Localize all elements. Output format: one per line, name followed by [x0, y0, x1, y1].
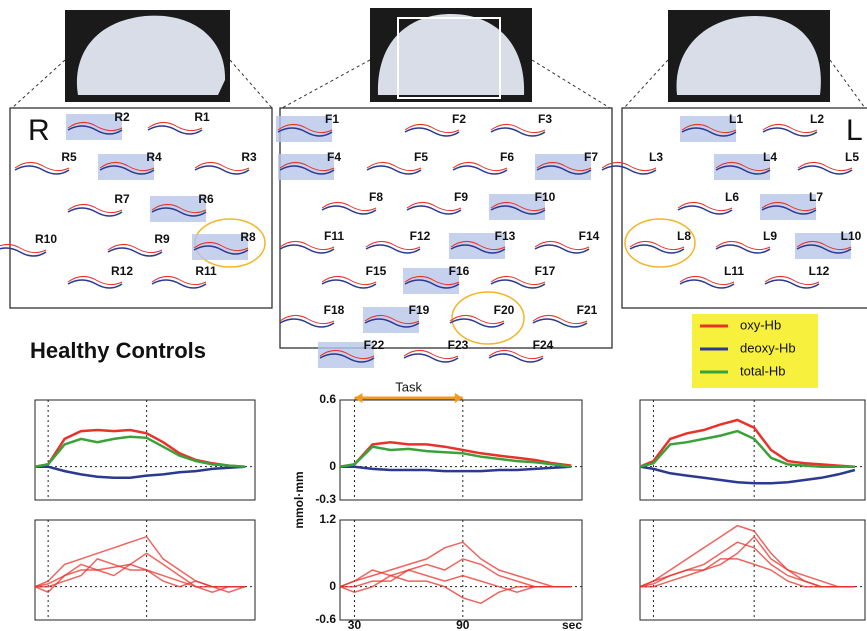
channel-label: R6: [198, 192, 214, 206]
channel-label: F21: [577, 303, 598, 317]
channel-label: F14: [579, 229, 600, 243]
channel-label: F22: [364, 338, 385, 352]
y-axis-label: mmol·mm: [292, 471, 306, 528]
average-line: [35, 430, 245, 467]
channel-label: L1: [729, 112, 743, 126]
channel-label: R5: [61, 150, 77, 164]
channel-label: F6: [500, 150, 514, 164]
y-tick-label: 0: [329, 459, 336, 473]
channel-label: F18: [324, 303, 345, 317]
legend-label: oxy-Hb: [740, 317, 781, 332]
average-line: [640, 431, 855, 467]
channel-label: F23: [448, 338, 469, 352]
channel-label: F3: [538, 112, 552, 126]
channel-label: F2: [452, 112, 466, 126]
channel-label: R11: [195, 264, 217, 278]
channel-label: L4: [763, 150, 777, 164]
channel-label: F10: [535, 190, 556, 204]
legend-label: total-Hb: [740, 363, 786, 378]
channel-label: R3: [241, 150, 257, 164]
channel-label: F11: [324, 229, 344, 243]
task-label: Task: [395, 379, 422, 394]
individual-line: [340, 542, 571, 587]
y-tick-label: 1.2: [319, 512, 336, 526]
legend-label: deoxy-Hb: [740, 340, 796, 355]
y-tick-label: 0.6: [319, 392, 336, 406]
brain-images: [65, 8, 830, 102]
channel-label: R9: [154, 232, 170, 246]
individual-line: [340, 559, 571, 587]
channel-label: L6: [725, 190, 739, 204]
channel-label: F15: [366, 264, 387, 278]
channel-label: L12: [809, 264, 830, 278]
channel-label: F12: [410, 229, 431, 243]
channel-label: F17: [535, 264, 556, 278]
channel-label: R12: [111, 264, 133, 278]
individual-line: [640, 526, 855, 587]
channel-label: R2: [114, 110, 130, 124]
channel-label: F19: [409, 303, 430, 317]
channel-label: R7: [114, 192, 130, 206]
channel-label: F9: [454, 190, 468, 204]
channel-label: F7: [584, 150, 598, 164]
channel-label: F4: [327, 150, 341, 164]
channel-label: F13: [495, 229, 516, 243]
average-line: [35, 467, 245, 478]
side-label: R: [28, 114, 50, 147]
panels: [10, 108, 867, 348]
channel-label: R1: [194, 110, 210, 124]
highlight: [452, 292, 524, 344]
channel-label: L3: [649, 150, 663, 164]
average-line: [35, 437, 245, 467]
channel-label: L5: [845, 150, 859, 164]
y-tick-label: 0: [329, 579, 336, 593]
plot-frame: [640, 400, 865, 500]
average-line: [340, 467, 571, 471]
channel-label: F24: [533, 338, 554, 352]
x-unit: sec: [562, 618, 582, 631]
x-tick-label: 30: [348, 618, 362, 631]
channel-label: F20: [494, 303, 515, 317]
y-tick-label: -0.3: [315, 492, 336, 506]
channel-label: R4: [146, 150, 162, 164]
figure: R L Healthy Controls R2 R1 R5 R4 R3 R7 R6 R10 R9…: [0, 0, 867, 631]
plot-frame: [340, 520, 582, 620]
channel-label: F1: [325, 112, 339, 126]
side-label: L: [846, 114, 863, 147]
channel-label: L9: [763, 229, 777, 243]
channel-label: L11: [724, 264, 744, 278]
individual-line: [640, 559, 855, 587]
average-line: [640, 467, 855, 484]
channel-label: R8: [240, 230, 256, 244]
channel-label: L2: [810, 112, 824, 126]
channel-label: L8: [677, 229, 691, 243]
group-title: Healthy Controls: [30, 338, 206, 363]
individual-line: [35, 537, 245, 587]
y-tick-label: -0.6: [315, 612, 336, 626]
plot-frame: [640, 520, 865, 620]
channel-label: L7: [809, 190, 823, 204]
channel-label: F5: [414, 150, 428, 164]
channel-label: F8: [369, 190, 383, 204]
channel-label: R10: [35, 232, 57, 246]
channel-label: F16: [449, 264, 470, 278]
x-tick-label: 90: [456, 618, 470, 631]
individual-line: [35, 564, 245, 592]
channel-label: L10: [841, 229, 862, 243]
plot-frame: [35, 400, 255, 500]
